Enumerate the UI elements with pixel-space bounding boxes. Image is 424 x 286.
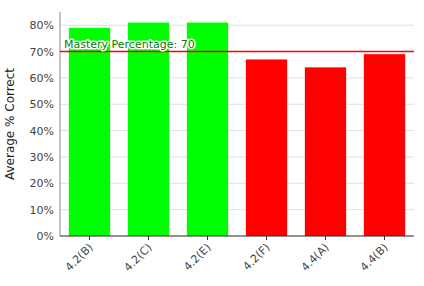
mastery-line [60,51,414,53]
x-tick-label: 4.2(B) [63,241,96,274]
y-tick-label: 40% [30,125,54,138]
y-tick-label: 70% [30,46,54,59]
y-tick-label: 30% [30,151,54,164]
grid-line [60,104,414,105]
x-tick [148,236,149,240]
x-tick-label: 4.4(A) [299,241,332,274]
grid-line [60,209,414,210]
x-tick [266,236,267,240]
x-tick-label: 4.2(E) [181,241,214,274]
chart-container: 0% 10% 20% 30% 40% 50% 60% 70% 80% Mastery Percen… [0,0,424,286]
y-axis-label: Average % Correct [3,68,17,180]
y-tick-label: 80% [30,19,54,32]
x-tick [89,236,90,240]
bar [128,23,169,236]
bar [69,28,110,236]
x-tick-label: 4.4(B) [358,241,391,274]
x-tick [384,236,385,240]
chart: 0% 10% 20% 30% 40% 50% 60% 70% 80% Mastery Percen… [0,0,424,286]
y-tick-label: 0% [37,230,54,243]
bar [187,23,228,236]
x-tick-label: 4.2(C) [122,241,155,274]
annotation-lines [60,51,414,52]
grid-line [60,183,414,184]
y-tick-label: 20% [30,177,54,190]
mastery-label: Mastery Percentage: 70 [64,38,195,51]
grid-line [60,77,414,78]
x-tick-label: 4.2(F) [241,241,273,273]
grid [60,25,414,236]
x-tick [325,236,326,240]
x-tick [207,236,208,240]
grid-line [60,25,414,26]
bars [69,23,405,236]
bar [305,67,346,236]
bar [364,54,405,236]
grid-line [60,236,414,237]
grid-line [60,156,414,157]
y-axis-line [60,12,61,236]
grid-line [60,51,414,52]
y-tick-label: 10% [30,204,54,217]
y-tick-label: 60% [30,72,54,85]
y-tick-label: 50% [30,98,54,111]
bar [246,59,287,236]
x-axis-line [60,236,414,237]
grid-line [60,130,414,131]
